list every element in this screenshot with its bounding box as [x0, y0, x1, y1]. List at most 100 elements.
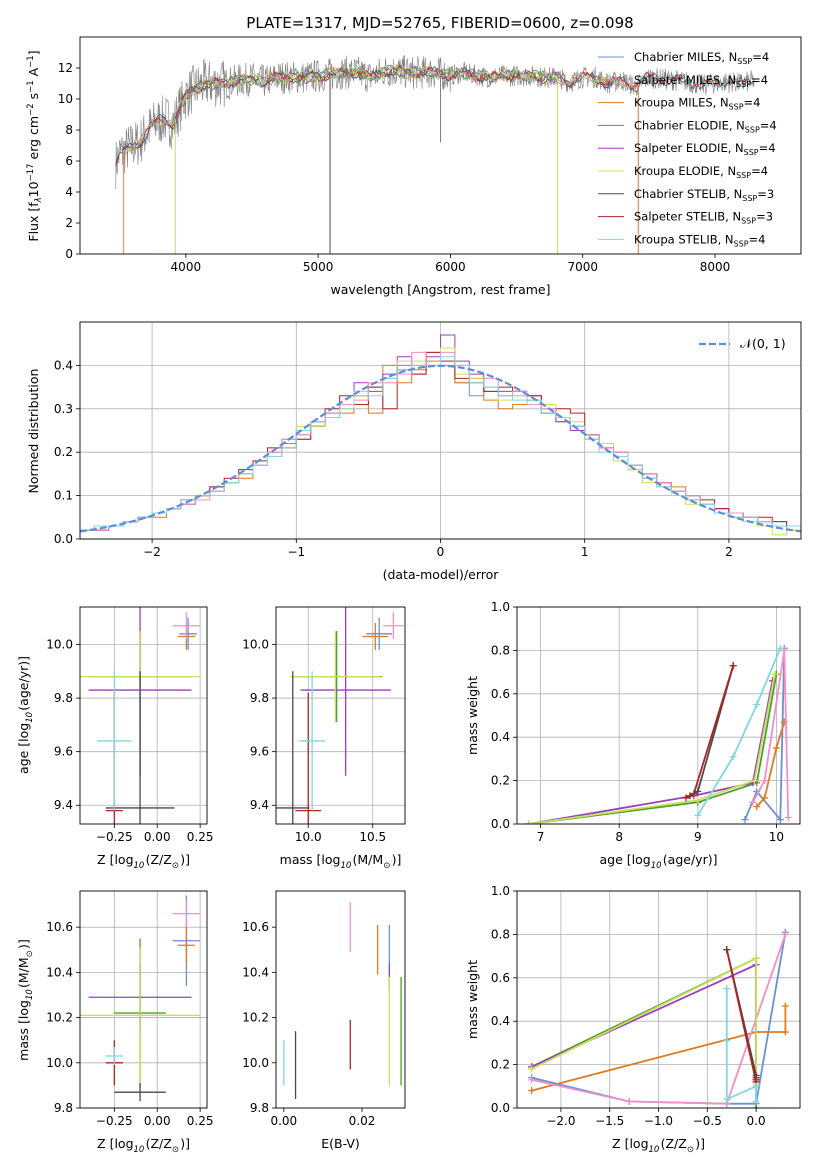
- y-tick-label: 10.4: [242, 965, 269, 979]
- weight_vs_age-axes: 7 8 9 10 0.0 0.2 0.4 0.6 0.8 1.0 age [log10 (age/y…: [465, 600, 801, 871]
- weight-marker: [749, 798, 757, 806]
- mass_vs_EBV-axes: 0.00 0.02 9.8 10.0 10.2 10.4 10.6 E(B-V): [242, 890, 406, 1151]
- weight-marker: [781, 1002, 789, 1010]
- age_vs_mass-axes: 10.0 10.5 9.4 9.6 9.8 10.0 mass [log10 (M/M⊙ )…: [242, 606, 406, 871]
- spectrum-title: PLATE=1317, MJD=52765, FIBERID=0600, z=0…: [246, 14, 633, 32]
- axes-border: [275, 890, 406, 1109]
- y-tick-label: 8: [65, 123, 73, 137]
- weight-marker: [752, 954, 760, 962]
- error-bar-point: [290, 631, 381, 723]
- y-tick-label: 6: [65, 154, 73, 168]
- x-tick-label: 9: [694, 830, 702, 844]
- weight-marker: [682, 794, 690, 802]
- x-tick-label: −2.0: [546, 1114, 575, 1128]
- y-tick-label: 9.8: [250, 691, 269, 705]
- y-tick-label: 0.4: [491, 730, 510, 744]
- y-tick-label: 0.4: [491, 1014, 510, 1028]
- weight-marker: [752, 1082, 760, 1090]
- y-tick-label: 0.0: [491, 1101, 510, 1115]
- mass_vs_Z-axes: −0.25 0.00 0.25 9.8 10.0 10.2 10.4 10.6 Z [log10…: [16, 890, 214, 1155]
- error-bar-point: [366, 617, 393, 650]
- error-bar-point: [105, 1046, 123, 1066]
- x-tick-label: 5000: [303, 260, 334, 274]
- weight-marker: [729, 662, 737, 670]
- weight-series-line: [531, 1006, 787, 1092]
- axes-border: [516, 606, 801, 825]
- y-tick-label: 0.2: [491, 1058, 510, 1072]
- legend-label: Salpeter ELODIE, NSSP=4: [634, 141, 776, 157]
- y-tick-label: 9.8: [54, 1101, 73, 1115]
- x-axis-label: Z [log10 (Z/Z⊙ )]: [612, 1136, 705, 1155]
- error-bar-point: [105, 671, 175, 824]
- weight-marker: [694, 811, 702, 819]
- y-tick-label: 9.6: [250, 745, 269, 759]
- axes-border: [79, 321, 802, 540]
- weight-marker: [690, 790, 698, 798]
- x-tick-label: 0.00: [144, 830, 171, 844]
- error-bar-point: [114, 1083, 166, 1102]
- error-bar-point: [300, 607, 391, 776]
- x-axis-label: (data-model)/error: [383, 567, 500, 582]
- model-spectrum-line: [115, 64, 755, 166]
- y-tick-label: 10.0: [242, 1056, 269, 1070]
- y-tick-label: 4: [65, 185, 73, 199]
- weight-marker: [528, 1087, 536, 1095]
- legend-label: Kroupa MILES, NSSP=4: [634, 96, 760, 112]
- weight-series-line: [528, 674, 778, 824]
- x-tick-label: 0: [437, 545, 445, 559]
- x-tick-label: −1: [287, 545, 305, 559]
- y-tick-label: 9.8: [54, 691, 73, 705]
- x-tick-label: −1.0: [644, 1114, 673, 1128]
- y-axis-label: age [log10 (age/yr)]: [16, 656, 35, 774]
- x-tick-label: −2: [143, 545, 161, 559]
- error-bar-point: [97, 671, 132, 811]
- y-tick-label: 10.2: [46, 1011, 73, 1025]
- weight_vs_Z-axes: −2.0 −1.5 −1.0 −0.5 0.0 0.0 0.2 0.4 0.6 0.8 1.0 Z […: [465, 884, 801, 1155]
- spectrum-legend: Chabrier MILES, NSSP=4 Salpeter MILES, NS…: [598, 50, 777, 248]
- x-tick-label: 6000: [435, 260, 466, 274]
- x-tick-label: 10.0: [295, 830, 322, 844]
- x-tick-label: 2: [725, 545, 733, 559]
- y-tick-label: 0.6: [491, 687, 510, 701]
- weight-marker: [723, 985, 731, 993]
- x-tick-label: 0.25: [187, 1114, 214, 1128]
- weight-marker: [776, 816, 784, 824]
- normal-distribution-curve: [80, 364, 801, 533]
- legend-label: Kroupa STELIB, NSSP=4: [634, 232, 765, 248]
- y-tick-label: 0.6: [491, 971, 510, 985]
- x-axis-label: age [log10 (age/yr)]: [600, 852, 718, 871]
- x-tick-label: 10: [769, 830, 784, 844]
- weight-series-line: [528, 674, 776, 824]
- x-tick-label: −0.5: [693, 1114, 722, 1128]
- x-tick-label: 0.00: [270, 1114, 297, 1128]
- weight-marker: [772, 744, 780, 752]
- weight-series-line: [756, 721, 786, 808]
- weight_vs_age-plot-area: [525, 644, 792, 824]
- x-tick-label: −1.5: [595, 1114, 624, 1128]
- x-axis-label: E(B-V): [321, 1136, 360, 1151]
- x-axis-label: Z [log10 (Z/Z⊙ )]: [97, 1136, 190, 1155]
- y-tick-label: 0.8: [491, 643, 510, 657]
- y-tick-label: 12: [58, 61, 73, 75]
- x-tick-label: 0.25: [187, 830, 214, 844]
- weight-marker: [729, 753, 737, 761]
- error-bar-point: [177, 927, 195, 964]
- x-tick-label: 1: [581, 545, 589, 559]
- x-axis-label: mass [log10 (M/M⊙ )]: [280, 852, 402, 871]
- axes-border: [79, 606, 208, 825]
- y-tick-label: 1.0: [491, 884, 510, 898]
- model-spectrum-line: [115, 63, 755, 159]
- y-axis-label: Flux [fλ10−17 erg cm−2 s−1 A−1]: [26, 50, 44, 241]
- weight-marker: [753, 701, 761, 709]
- age_vs_Z-plot-area: [80, 607, 201, 824]
- y-tick-label: 0.4: [54, 358, 73, 372]
- error-bar-point: [383, 612, 404, 640]
- weight-marker: [781, 930, 789, 938]
- weight-marker: [525, 820, 533, 824]
- error-bar-point: [299, 671, 326, 811]
- x-tick-label: 8000: [700, 260, 731, 274]
- x-axis-label: wavelength [Angstrom, rest frame]: [330, 282, 550, 297]
- legend-label: 𝒩(0, 1): [740, 336, 786, 351]
- weight-marker: [776, 644, 784, 652]
